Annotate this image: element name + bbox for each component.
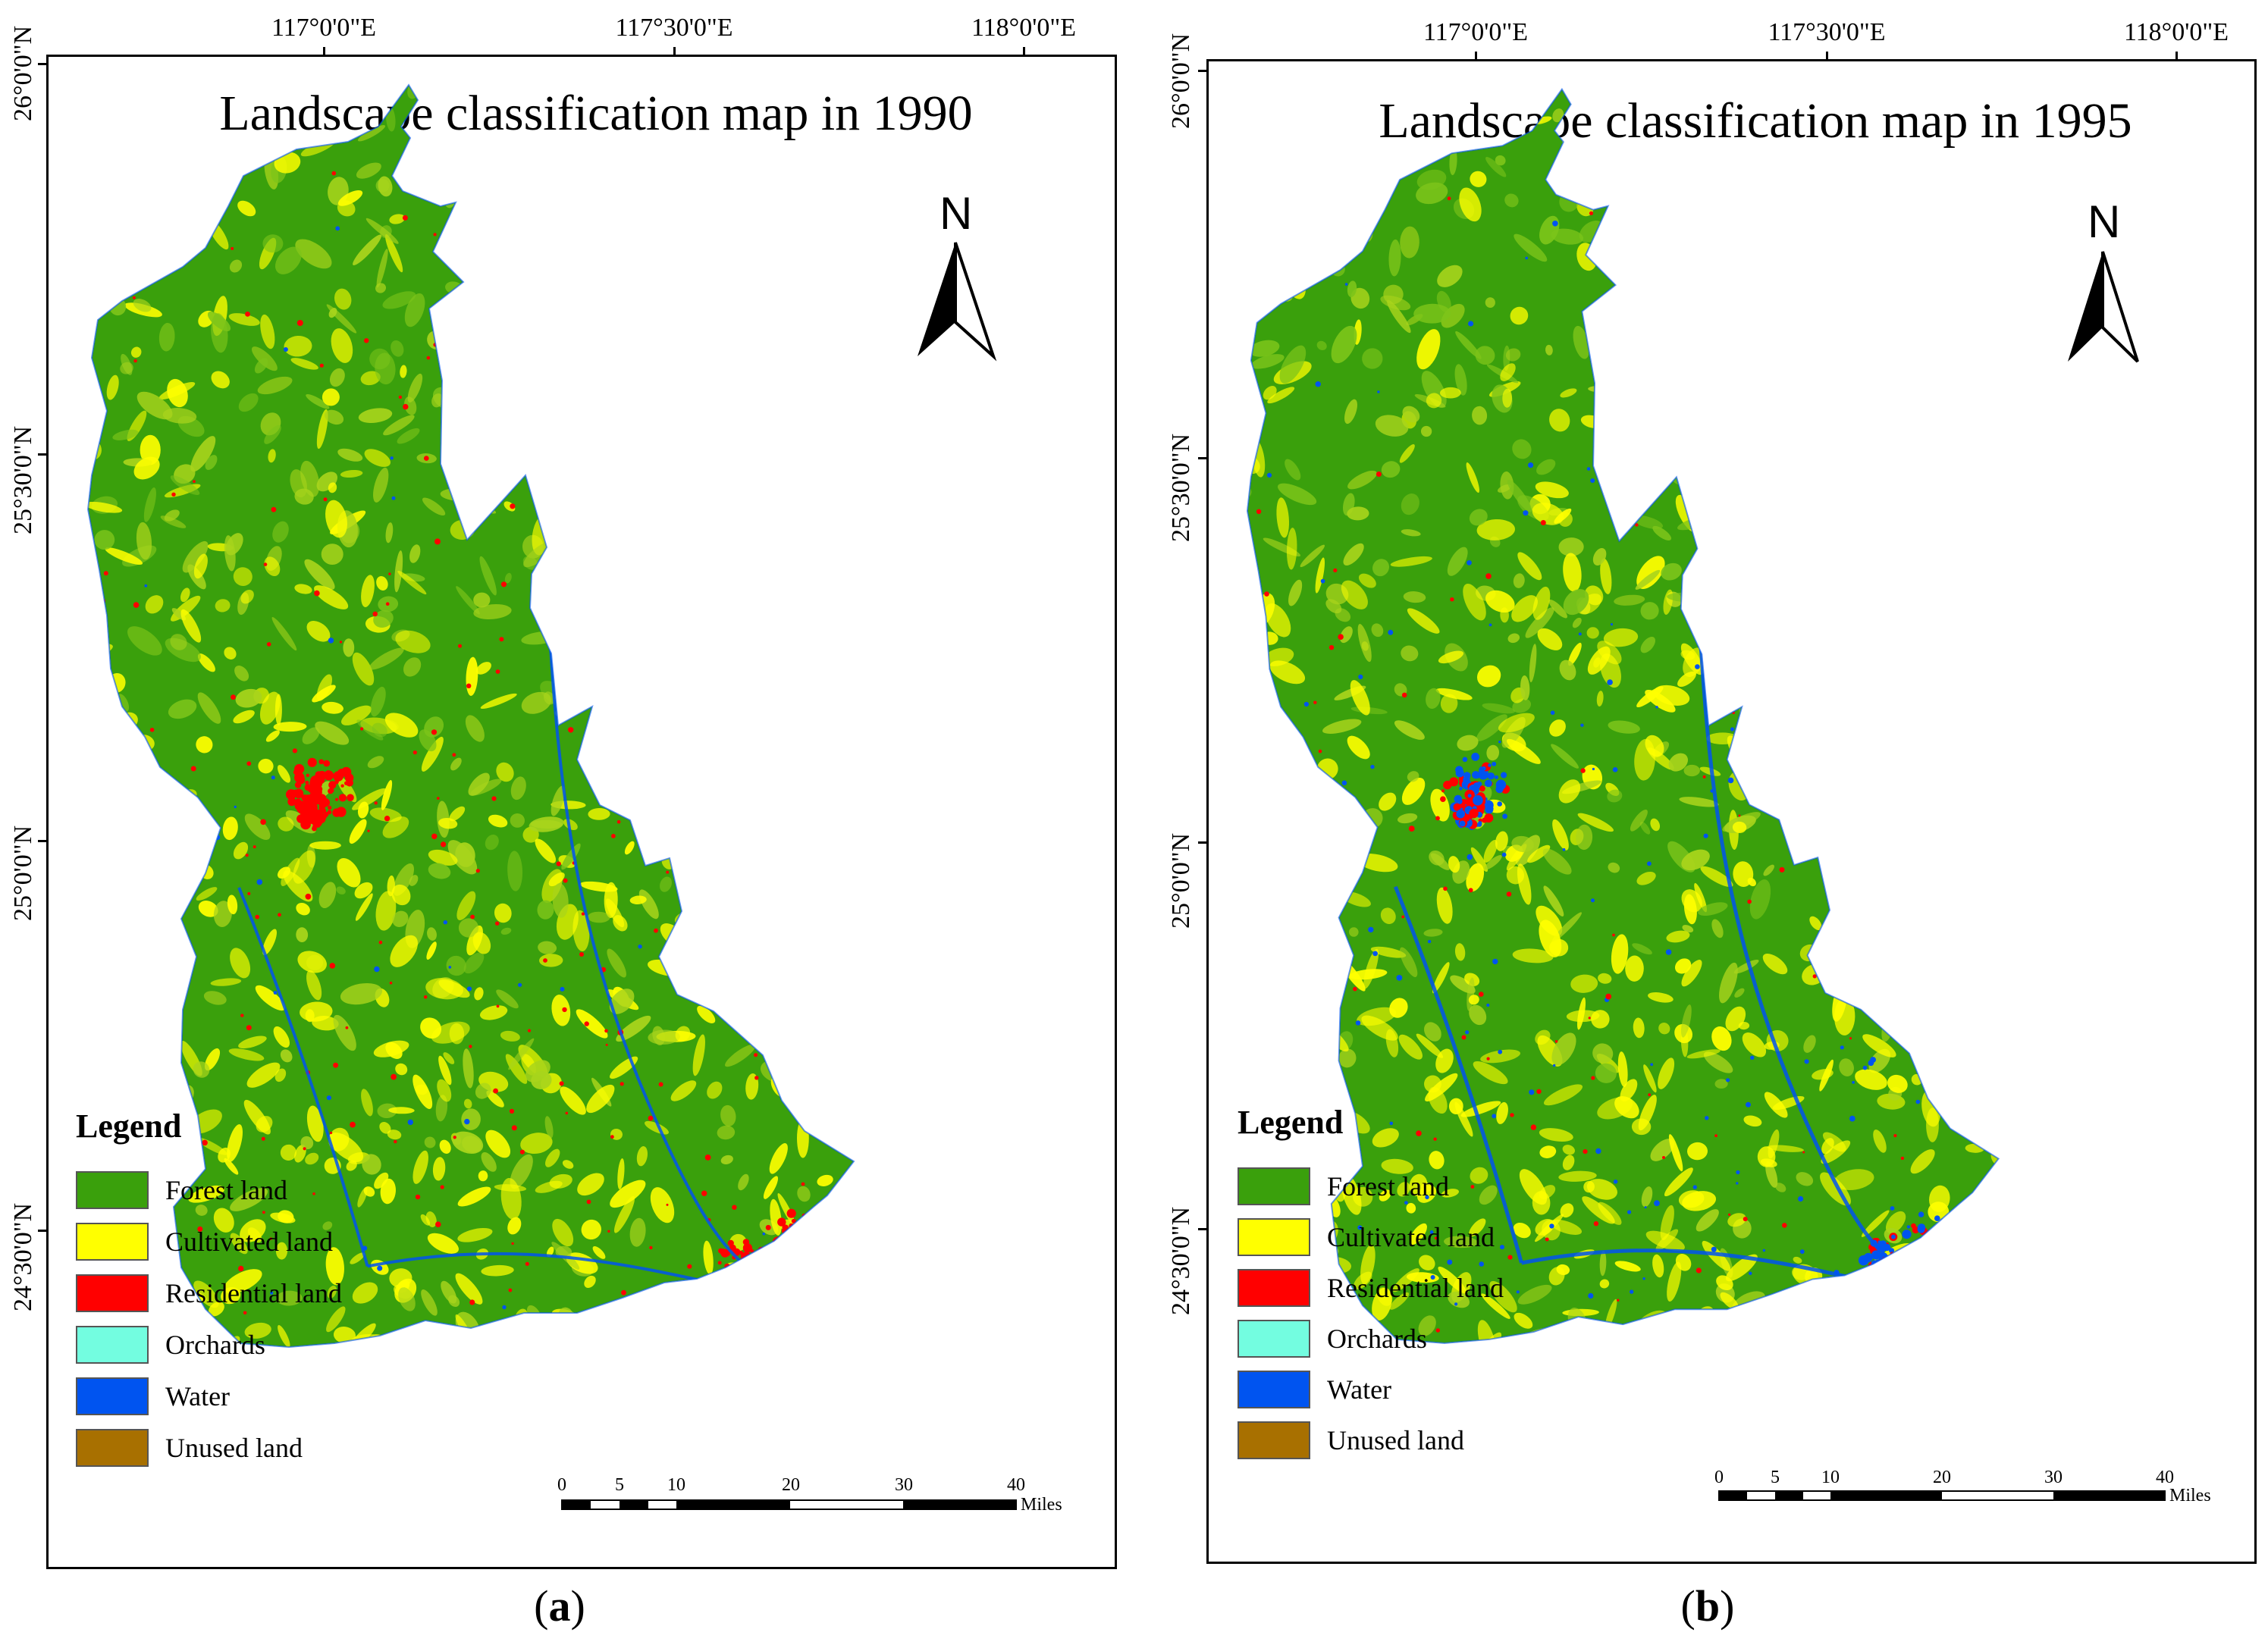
- legend-label: Water: [1327, 1374, 1392, 1405]
- longitude-tick: [673, 47, 676, 56]
- latitude-tick: [38, 840, 47, 842]
- caption-close-paren: ): [1720, 1581, 1735, 1631]
- legend-swatch: [76, 1274, 149, 1312]
- latitude-tick: [38, 1230, 47, 1232]
- map-panel-1995: 117°0'0"E 117°30'0"E 118°0'0"E 26°0'0"N …: [1134, 0, 2267, 1648]
- scale-tick-label: 40: [2156, 1468, 2174, 1487]
- latitude-label-25-30: 25°30'0"N: [9, 425, 37, 534]
- scale-tick-label: 30: [2044, 1468, 2063, 1487]
- scale-tick-label: 30: [895, 1475, 913, 1495]
- legend-swatch: [76, 1377, 149, 1415]
- legend-swatch: [1238, 1371, 1310, 1408]
- latitude-tick: [1198, 841, 1207, 844]
- scale-tick-label: 10: [1821, 1468, 1840, 1487]
- legend-label: Cultivated land: [1327, 1222, 1495, 1252]
- latitude-tick: [38, 63, 47, 65]
- scale-tick-label: 20: [1933, 1468, 1951, 1487]
- longitude-label-117-30: 117°30'0"E: [615, 14, 733, 42]
- scale-tick-label: 0: [557, 1475, 566, 1495]
- caption-close-paren: ): [570, 1581, 585, 1631]
- caption-open-paren: (: [534, 1581, 549, 1631]
- scale-tick-label: 10: [667, 1475, 685, 1495]
- scale-unit-label: Miles: [2169, 1486, 2211, 1505]
- longitude-tick: [323, 47, 325, 56]
- latitude-label-26-0: 26°0'0"N: [9, 25, 37, 121]
- latitude-label-26-0: 26°0'0"N: [1167, 33, 1195, 129]
- map-title: Landscape classification map in 1995: [1379, 93, 2132, 149]
- scale-bar-graphic: [1718, 1490, 2166, 1501]
- caption-open-paren: (: [1680, 1581, 1696, 1631]
- scale-tick-label: 5: [615, 1475, 624, 1495]
- scale-tick-label: 5: [1771, 1468, 1780, 1487]
- legend-label: Forest land: [1327, 1171, 1449, 1202]
- legend-swatch: [1238, 1167, 1310, 1205]
- north-arrow-icon: [918, 242, 997, 362]
- latitude-label-25-30: 25°30'0"N: [1167, 433, 1195, 542]
- latitude-label-25-0: 25°0'0"N: [1167, 832, 1195, 929]
- legend-swatch: [1238, 1320, 1310, 1358]
- caption-letter: a: [548, 1581, 571, 1631]
- scale-bar-graphic: [561, 1499, 1017, 1510]
- legend-title: Legend: [1238, 1104, 1344, 1141]
- legend-swatch: [1238, 1218, 1310, 1256]
- legend-label: Orchards: [165, 1330, 265, 1360]
- map-title: Landscape classification map in 1990: [219, 86, 973, 141]
- latitude-tick: [1198, 1228, 1207, 1230]
- legend-swatch: [76, 1429, 149, 1467]
- legend-title: Legend: [76, 1108, 182, 1145]
- longitude-tick: [2175, 52, 2178, 61]
- legend-label: Water: [165, 1381, 231, 1411]
- legend-label: Residential land: [1327, 1273, 1504, 1303]
- latitude-label-24-30: 24°30'0"N: [9, 1202, 37, 1311]
- legend-label: Orchards: [1327, 1324, 1427, 1354]
- scale-tick-label: 20: [782, 1475, 800, 1495]
- caption-letter: b: [1695, 1581, 1721, 1631]
- legend-label: Unused land: [1327, 1425, 1464, 1455]
- legend-label: Forest land: [165, 1175, 287, 1205]
- legend-swatch: [76, 1223, 149, 1261]
- legend-swatch: [1238, 1269, 1310, 1307]
- legend-label: Unused land: [165, 1433, 303, 1463]
- scale-unit-label: Miles: [1021, 1495, 1062, 1515]
- longitude-label-117-30: 117°30'0"E: [1768, 18, 1886, 46]
- latitude-label-25-0: 25°0'0"N: [9, 825, 37, 921]
- longitude-tick: [1475, 52, 1477, 61]
- scale-tick-label: 0: [1714, 1468, 1724, 1487]
- legend-label: Residential land: [165, 1278, 342, 1308]
- longitude-label-118-0: 118°0'0"E: [971, 14, 1077, 42]
- legend-swatch: [1238, 1421, 1310, 1459]
- latitude-tick: [38, 453, 47, 456]
- legend-swatch: [76, 1171, 149, 1209]
- north-arrow-label: N: [2088, 196, 2121, 247]
- longitude-label-117-0: 117°0'0"E: [271, 14, 377, 42]
- north-arrow-label: N: [940, 188, 973, 239]
- legend-label: Cultivated land: [165, 1227, 333, 1257]
- scale-tick-label: 40: [1007, 1475, 1025, 1495]
- longitude-label-118-0: 118°0'0"E: [2123, 18, 2229, 46]
- study-area-map: [1246, 87, 2000, 1344]
- north-arrow-icon: [2068, 251, 2139, 363]
- latitude-label-24-30: 24°30'0"N: [1167, 1206, 1195, 1315]
- legend-swatch: [76, 1326, 149, 1364]
- latitude-tick: [1198, 70, 1207, 72]
- longitude-tick: [1023, 47, 1025, 56]
- panel-caption: (b): [1681, 1581, 1735, 1631]
- map-panel-1990: 117°0'0"E 117°30'0"E 118°0'0"E 26°0'0"N …: [9, 14, 1117, 1631]
- study-area-map: [86, 83, 855, 1349]
- latitude-tick: [1198, 457, 1207, 459]
- longitude-label-117-0: 117°0'0"E: [1423, 18, 1529, 46]
- panel-caption: (a): [534, 1581, 585, 1631]
- longitude-tick: [1826, 52, 1828, 61]
